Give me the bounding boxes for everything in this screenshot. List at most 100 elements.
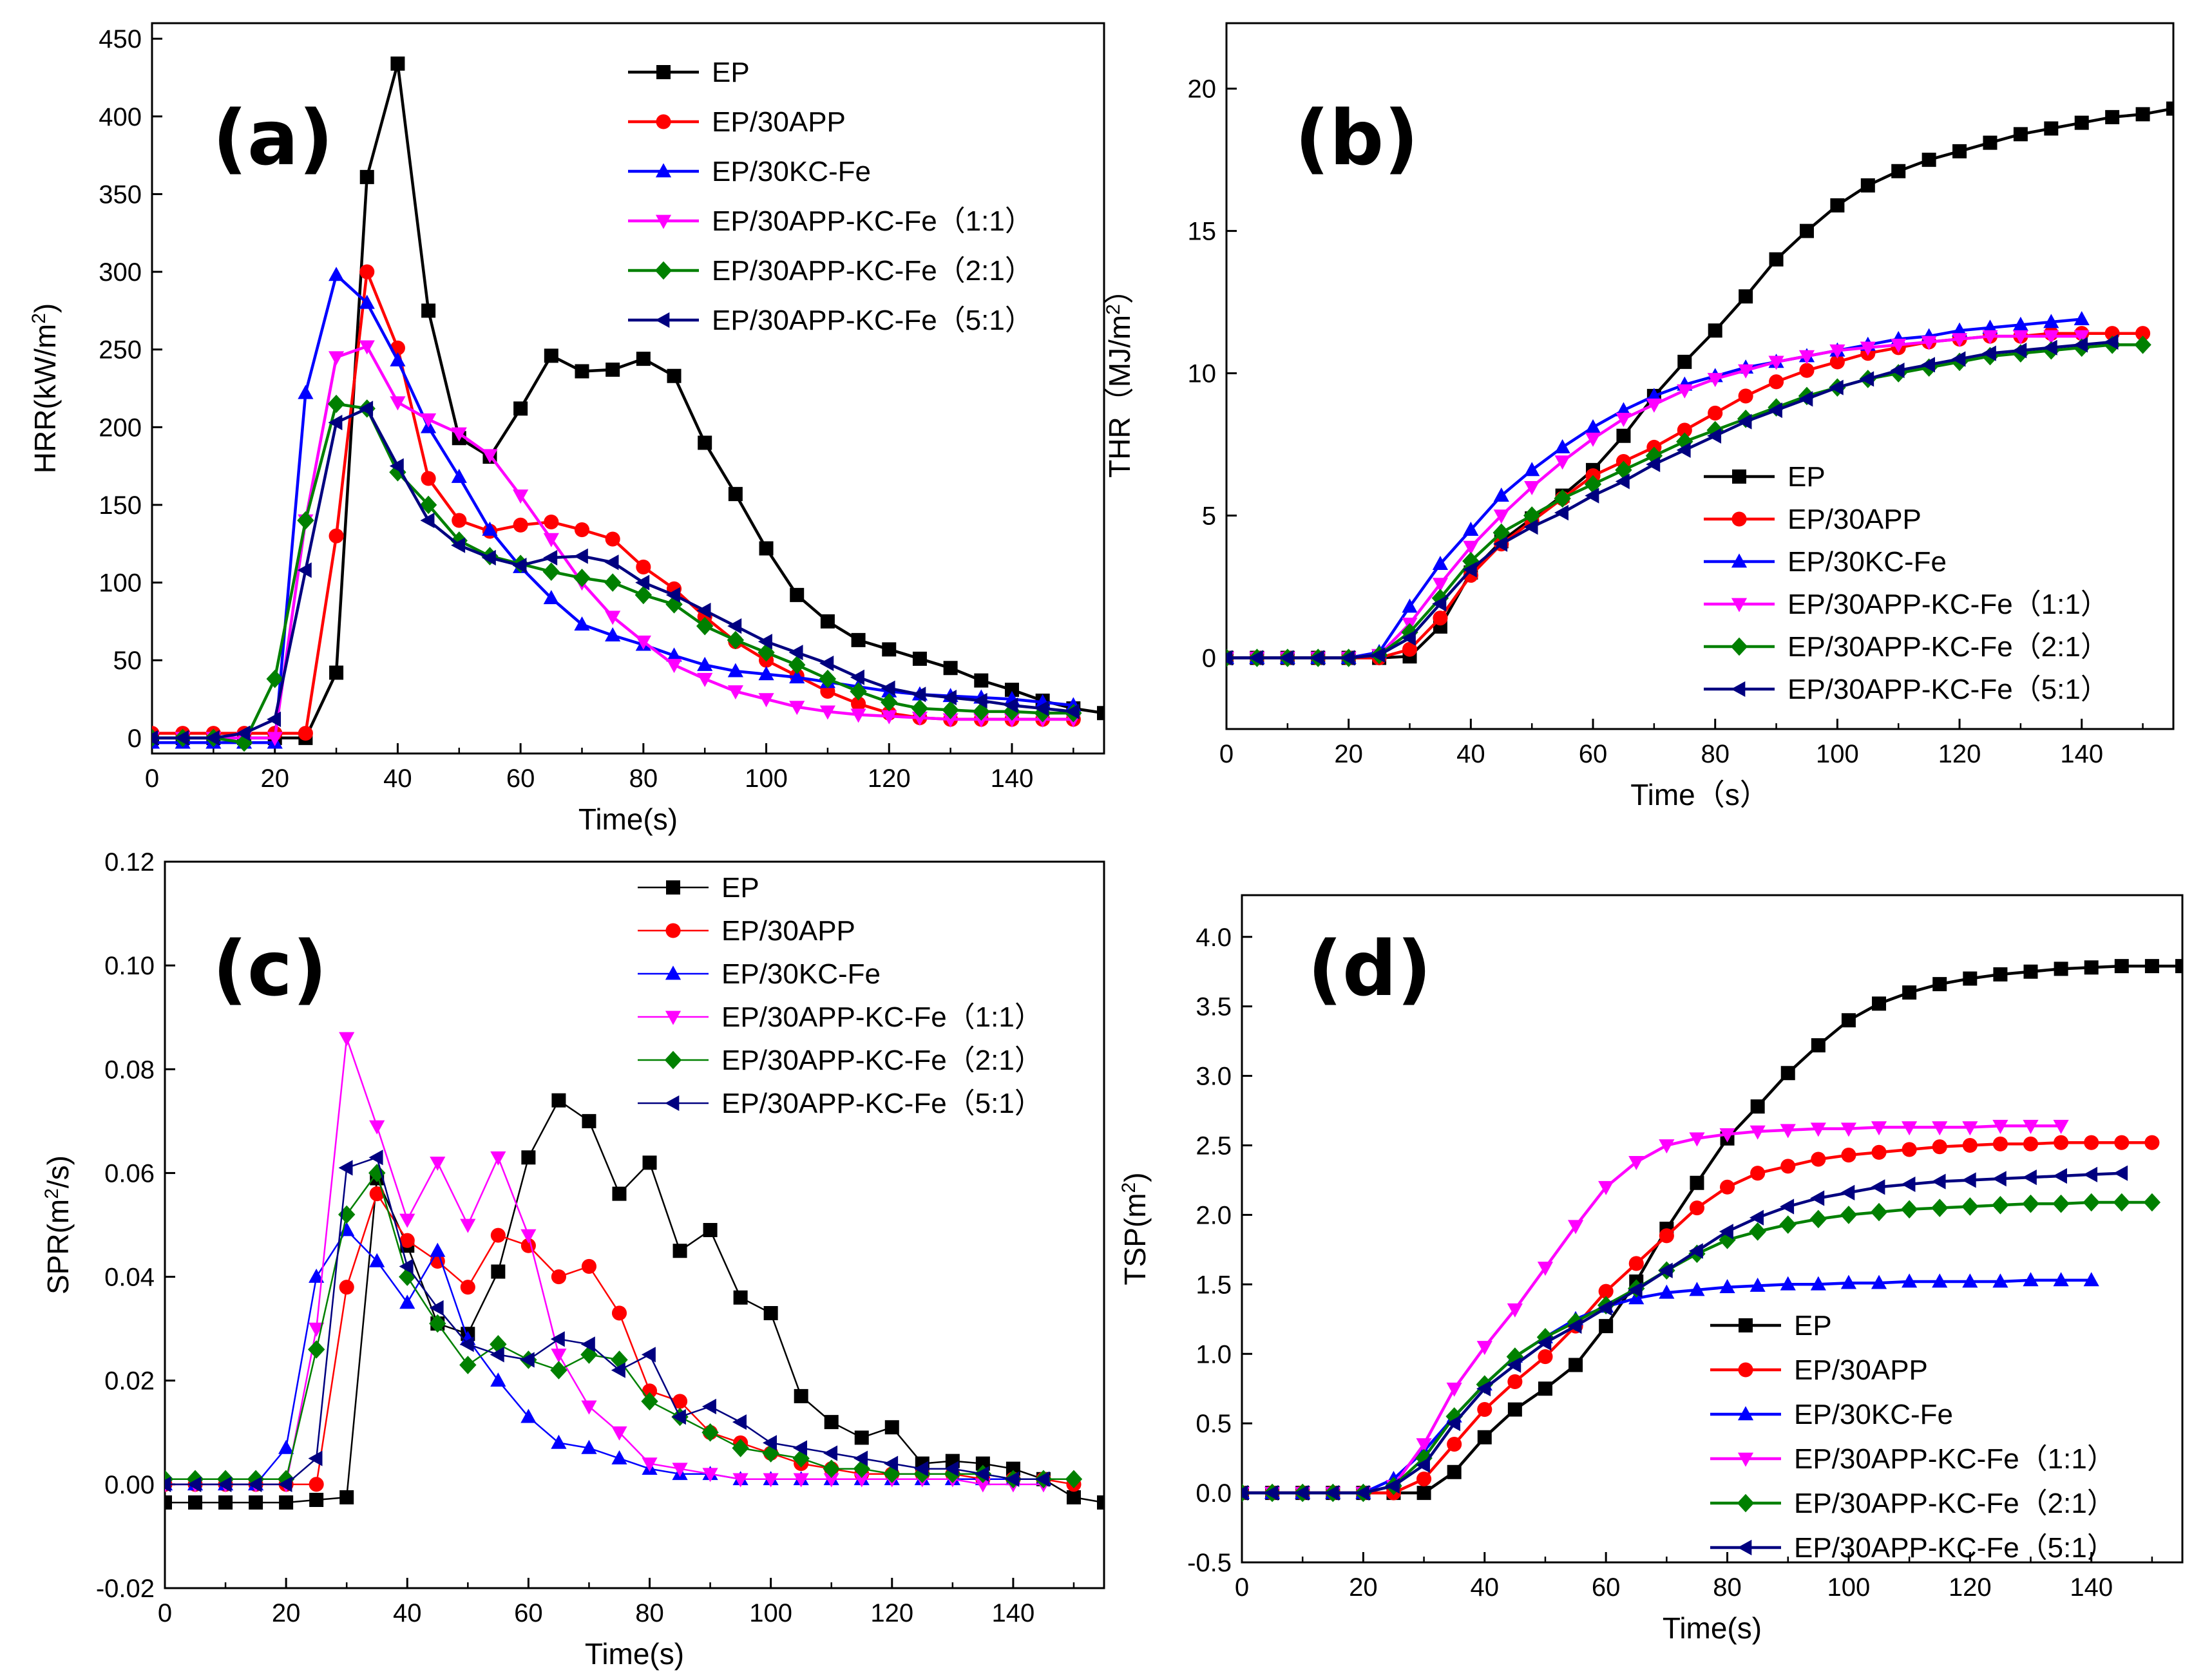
panel-b-legend: EP EP/30APP EP/30KC-Fe EP/30APP-KC-Fe（1:1） E… (1704, 461, 2109, 705)
y-tick-label: 4.0 (1196, 924, 1232, 952)
data-point (491, 1264, 506, 1279)
data-point (819, 655, 834, 672)
data-point (329, 528, 344, 544)
data-point (175, 730, 189, 746)
data-point (975, 1478, 991, 1493)
legend-marker (1737, 1452, 1754, 1467)
legend-item: EP/30APP-KC-Fe（5:1） (1704, 674, 2109, 705)
legend-marker (664, 1050, 682, 1070)
data-point (1463, 521, 1479, 536)
data-point (1646, 456, 1661, 473)
data-point (1871, 1179, 1885, 1195)
data-point (788, 645, 803, 661)
y-tick-label: 0.10 (104, 952, 155, 980)
data-point (1811, 1038, 1826, 1053)
data-point (1860, 341, 1876, 356)
data-point (1749, 1222, 1766, 1241)
x-tick-label: 80 (629, 764, 658, 793)
data-point (165, 1495, 172, 1510)
data-point (2043, 330, 2059, 345)
data-point (1523, 519, 1538, 535)
y-tick-label: 1.0 (1196, 1340, 1232, 1369)
data-point (1226, 650, 1233, 666)
data-point (914, 1461, 929, 1477)
data-point (2113, 1165, 2128, 1181)
legend-item: EP/30APP (1704, 504, 1921, 535)
legend-marker (1731, 598, 1748, 612)
data-point (2023, 964, 2038, 979)
legend-label: EP/30APP-KC-Fe（1:1） (712, 205, 1033, 237)
panel-c-y-axis-title: SPR(m2/s) (41, 1155, 75, 1294)
data-point (763, 1473, 779, 1488)
y-tick-label: 2.0 (1196, 1201, 1232, 1229)
data-point (551, 1093, 566, 1108)
data-point (635, 635, 651, 650)
panel-d-legend: EP EP/30APP EP/30KC-Fe EP/30APP-KC-Fe（1:1） E… (1710, 1310, 2115, 1564)
data-point (2144, 1135, 2160, 1150)
data-point (451, 468, 467, 483)
y-tick-label: 100 (99, 569, 142, 598)
data-point (1066, 1490, 1081, 1504)
data-point (399, 1294, 415, 1309)
legend-label: EP/30APP-KC-Fe（5:1） (1794, 1532, 2115, 1564)
data-point (236, 725, 251, 741)
data-point (359, 264, 375, 280)
data-point (1447, 1436, 1462, 1452)
data-point (328, 414, 343, 431)
data-point (1447, 1464, 1462, 1479)
data-point (1615, 473, 1630, 489)
data-point (309, 1493, 324, 1508)
data-point (1585, 488, 1599, 504)
data-point (1871, 1274, 1887, 1289)
data-point (881, 710, 897, 725)
data-point (2023, 1119, 2039, 1134)
legend-item: EP/30APP (628, 106, 846, 138)
data-point (490, 1335, 507, 1354)
data-point (1446, 1382, 1462, 1397)
legend-marker (1731, 553, 1748, 568)
data-point (205, 730, 220, 746)
data-point (2114, 959, 2129, 974)
data-point (1004, 697, 1018, 714)
legend-label: EP/30KC-Fe (1794, 1399, 1953, 1430)
legend-label: EP (1788, 461, 1826, 493)
data-point (605, 611, 621, 625)
data-point (974, 673, 989, 688)
data-point (1433, 611, 1448, 626)
y-tick-label: 0.08 (104, 1056, 155, 1084)
data-point (368, 1164, 386, 1182)
data-point (1992, 1273, 2008, 1288)
data-point (1432, 596, 1447, 612)
legend-item: EP/30KC-Fe (1704, 546, 1947, 578)
data-point (1981, 345, 1996, 361)
series-0 (1242, 959, 2182, 1501)
data-point (359, 401, 374, 417)
panel-d-x-axis-title: Time(s) (1663, 1611, 1762, 1645)
data-point (490, 1227, 506, 1243)
y-tick-label: 5 (1202, 502, 1216, 531)
data-point (490, 1151, 506, 1166)
panel-b-frame (1225, 22, 2175, 730)
data-point (482, 521, 498, 536)
data-point (1659, 1139, 1675, 1154)
data-point (2113, 1193, 2131, 1212)
data-point (1902, 985, 1917, 1000)
data-point (882, 642, 897, 657)
y-tick-label: 250 (99, 336, 142, 365)
data-point (1097, 1495, 1104, 1510)
panel-c: 0 20 40 60 80 100 120 140 -0.02 0.00 0.02 0.04 0.06 0… (41, 848, 1105, 1671)
data-point (450, 531, 468, 550)
series-5 (165, 1150, 1050, 1492)
data-point (1006, 1461, 1020, 1476)
legend-item: EP/30APP-KC-Fe（2:1） (1710, 1488, 2115, 1519)
data-point (399, 1258, 414, 1274)
data-point (309, 1477, 324, 1492)
data-point (944, 1461, 959, 1477)
data-point (247, 1476, 262, 1492)
data-point (698, 435, 712, 450)
data-point (850, 669, 864, 685)
data-point (2053, 1272, 2069, 1287)
data-point (853, 1473, 870, 1488)
data-point (701, 1423, 719, 1442)
data-point (1690, 1175, 1704, 1190)
